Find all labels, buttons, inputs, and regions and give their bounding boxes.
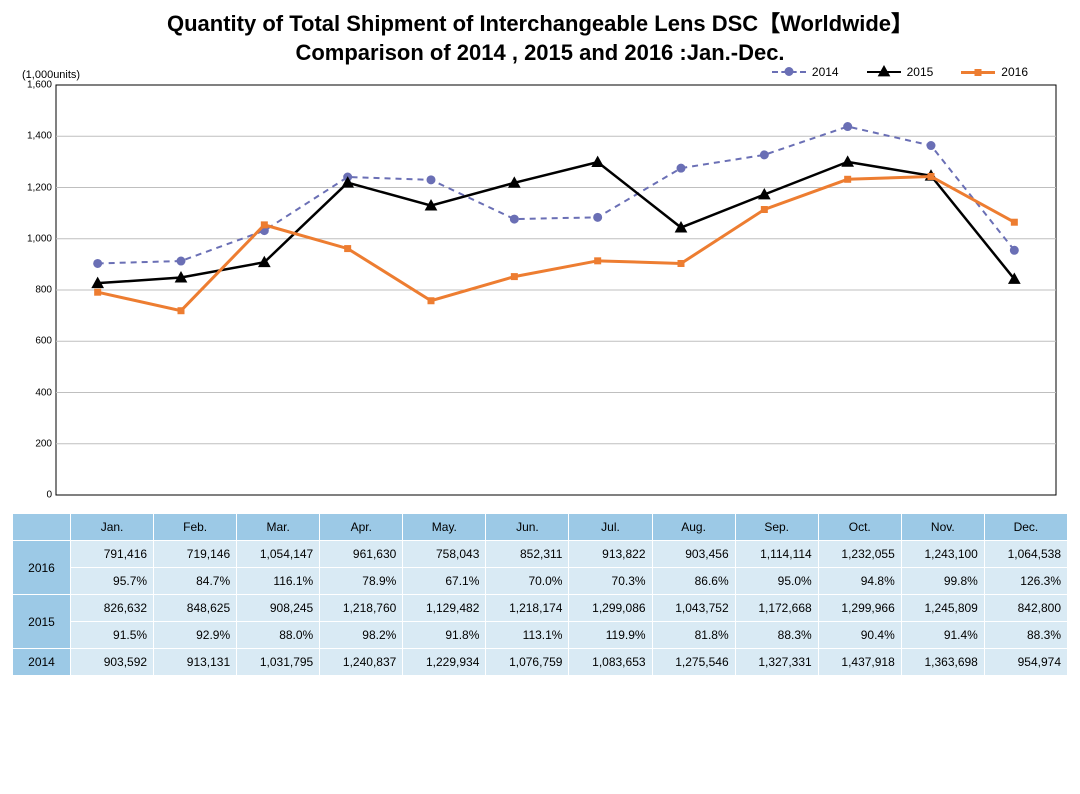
legend-label: 2014 <box>812 65 839 79</box>
table-cell-value: 1,229,934 <box>403 649 486 676</box>
table-cell-pct: 113.1% <box>486 622 569 649</box>
table-cell-pct: 95.0% <box>735 568 818 595</box>
table-cell-value: 954,974 <box>984 649 1067 676</box>
table-cell-value: 1,218,760 <box>320 595 403 622</box>
table-cell-value: 1,240,837 <box>320 649 403 676</box>
table-col-header: Oct. <box>818 514 901 541</box>
table-cell-value: 903,456 <box>652 541 735 568</box>
table-cell-value: 1,218,174 <box>486 595 569 622</box>
table-corner <box>13 514 71 541</box>
legend-label: 2015 <box>907 65 934 79</box>
table-col-header: Jul. <box>569 514 652 541</box>
legend-item-2014: 2014 <box>772 65 839 79</box>
table-cell-pct: 86.6% <box>652 568 735 595</box>
table-cell-value: 913,822 <box>569 541 652 568</box>
table-col-header: Nov. <box>901 514 984 541</box>
table-cell-pct: 94.8% <box>818 568 901 595</box>
table-col-header: Sep. <box>735 514 818 541</box>
table-row-label: 2015 <box>13 595 71 649</box>
table-cell-pct: 84.7% <box>154 568 237 595</box>
table-row-label: 2014 <box>13 649 71 676</box>
table-cell-pct: 90.4% <box>818 622 901 649</box>
table-cell-value: 842,800 <box>984 595 1067 622</box>
table-cell-value: 1,076,759 <box>486 649 569 676</box>
table-cell-pct: 95.7% <box>71 568 154 595</box>
table-cell-value: 758,043 <box>403 541 486 568</box>
table-cell-value: 1,363,698 <box>901 649 984 676</box>
table-cell-value: 908,245 <box>237 595 320 622</box>
table-cell-value: 1,043,752 <box>652 595 735 622</box>
table-cell-value: 1,172,668 <box>735 595 818 622</box>
table-row-label: 2016 <box>13 541 71 595</box>
table-cell-pct: 119.9% <box>569 622 652 649</box>
table-cell-value: 1,275,546 <box>652 649 735 676</box>
table-col-header: Dec. <box>984 514 1067 541</box>
table-cell-pct: 91.4% <box>901 622 984 649</box>
legend-item-2016: 2016 <box>961 65 1028 79</box>
table-cell-pct: 70.3% <box>569 568 652 595</box>
table-cell-pct: 88.0% <box>237 622 320 649</box>
legend-label: 2016 <box>1001 65 1028 79</box>
chart-title: Quantity of Total Shipment of Interchang… <box>12 10 1068 67</box>
table-cell-value: 903,592 <box>71 649 154 676</box>
table-cell-value: 1,299,086 <box>569 595 652 622</box>
table-cell-value: 719,146 <box>154 541 237 568</box>
legend: 2014 2015 2016 <box>772 65 1028 79</box>
table-cell-value: 848,625 <box>154 595 237 622</box>
line-chart <box>12 83 1076 505</box>
table-cell-value: 1,129,482 <box>403 595 486 622</box>
table-cell-pct: 70.0% <box>486 568 569 595</box>
table-cell-value: 1,083,653 <box>569 649 652 676</box>
chart-area: (1,000units) 201420152016 02004006008001… <box>12 71 1068 507</box>
table-col-header: Feb. <box>154 514 237 541</box>
table-cell-pct: 88.3% <box>735 622 818 649</box>
table-cell-pct: 116.1% <box>237 568 320 595</box>
table-cell-value: 1,232,055 <box>818 541 901 568</box>
table-col-header: Jun. <box>486 514 569 541</box>
table-col-header: Apr. <box>320 514 403 541</box>
table-cell-pct: 81.8% <box>652 622 735 649</box>
table-cell-value: 1,437,918 <box>818 649 901 676</box>
table-cell-pct: 126.3% <box>984 568 1067 595</box>
table-cell-pct: 78.9% <box>320 568 403 595</box>
table-cell-pct: 99.8% <box>901 568 984 595</box>
table-cell-pct: 98.2% <box>320 622 403 649</box>
table-cell-pct: 92.9% <box>154 622 237 649</box>
table-cell-value: 961,630 <box>320 541 403 568</box>
table-cell-value: 852,311 <box>486 541 569 568</box>
data-table: Jan.Feb.Mar.Apr.May.Jun.Jul.Aug.Sep.Oct.… <box>12 513 1068 676</box>
table-cell-pct: 91.5% <box>71 622 154 649</box>
legend-item-2015: 2015 <box>867 65 934 79</box>
table-cell-value: 1,054,147 <box>237 541 320 568</box>
table-col-header: May. <box>403 514 486 541</box>
table-cell-value: 913,131 <box>154 649 237 676</box>
table-cell-pct: 91.8% <box>403 622 486 649</box>
table-col-header: Mar. <box>237 514 320 541</box>
table-cell-value: 1,327,331 <box>735 649 818 676</box>
table-cell-value: 1,245,809 <box>901 595 984 622</box>
table-col-header: Jan. <box>71 514 154 541</box>
table-cell-pct: 88.3% <box>984 622 1067 649</box>
table-col-header: Aug. <box>652 514 735 541</box>
table-cell-value: 1,114,114 <box>735 541 818 568</box>
table-cell-value: 826,632 <box>71 595 154 622</box>
title-line-2: Comparison of 2014 , 2015 and 2016 :Jan.… <box>12 39 1068 68</box>
table-cell-value: 1,299,966 <box>818 595 901 622</box>
table-cell-value: 1,031,795 <box>237 649 320 676</box>
table-cell-value: 1,064,538 <box>984 541 1067 568</box>
title-line-1: Quantity of Total Shipment of Interchang… <box>12 10 1068 39</box>
table-cell-value: 791,416 <box>71 541 154 568</box>
table-cell-value: 1,243,100 <box>901 541 984 568</box>
table-cell-pct: 67.1% <box>403 568 486 595</box>
